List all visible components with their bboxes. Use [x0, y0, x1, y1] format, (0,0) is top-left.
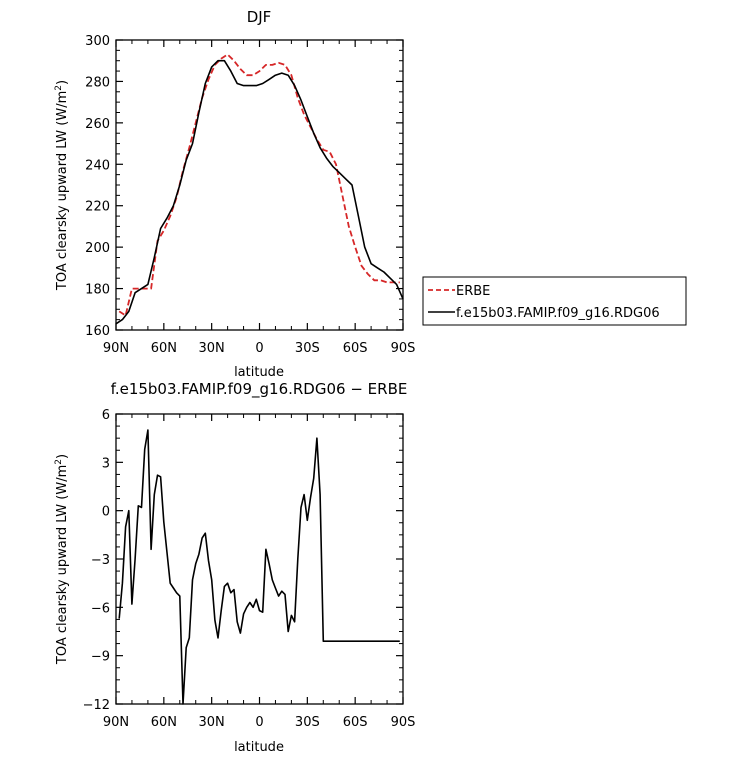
legend-box: [422, 276, 687, 326]
bottom-x-tick-label: 60S: [343, 715, 368, 730]
top-x-tick-label: 90N: [103, 341, 129, 356]
top-x-tick-label: 30N: [199, 341, 225, 356]
top-y-ticks: 160 180 200 220 240 260 280 300: [85, 34, 403, 339]
bottom-series-group: [118, 429, 400, 705]
top-chart-title: DJF: [247, 8, 272, 26]
top-x-ticks: 90N 60N 30N 0 30S 60S 90S: [103, 40, 416, 356]
bottom-x-tick-label: 0: [255, 715, 263, 730]
bottom-x-ticks: 90N 60N 30N 0 30S 60S 90S: [103, 414, 416, 730]
top-x-tick-label: 30S: [295, 341, 320, 356]
bottom-y-tick-label: −9: [91, 650, 110, 665]
top-series-line-0: [118, 53, 400, 317]
top-y-tick-label: 220: [85, 200, 110, 215]
top-y-tick-label: 280: [85, 75, 110, 90]
bottom-series-line-0: [118, 429, 400, 705]
bottom-y-tick-label: −6: [91, 601, 110, 616]
bottom-chart-title: f.e15b03.FAMIP.f09_g16.RDG06 − ERBE: [111, 380, 408, 399]
bottom-x-tick-label: 90N: [103, 715, 129, 730]
bottom-y-tick-label: 0: [102, 505, 110, 520]
top-y-tick-label: 260: [85, 117, 110, 132]
legend-label-model: f.e15b03.FAMIP.f09_g16.RDG06: [456, 306, 660, 321]
top-x-axis-label: latitude: [234, 365, 284, 380]
top-panel: DJF 160 180 200 220 240 260 280 300 90N 60N 30N 0 3…: [54, 8, 687, 380]
bottom-x-tick-label: 30N: [199, 715, 225, 730]
bottom-panel: f.e15b03.FAMIP.f09_g16.RDG06 − ERBE −12−…: [54, 380, 415, 755]
top-x-tick-label: 0: [255, 341, 263, 356]
bottom-x-axis-label: latitude: [234, 740, 284, 755]
bottom-y-tick-label: 6: [102, 408, 110, 423]
top-y-tick-label: 200: [85, 241, 110, 256]
bottom-y-tick-label: −12: [83, 698, 110, 713]
top-plot-frame: [115, 39, 404, 331]
top-series-line-1: [115, 59, 404, 325]
bottom-y-axis-label: TOA clearsky upward LW (W/m2): [54, 454, 70, 665]
bottom-x-tick-label: 60N: [151, 715, 177, 730]
bottom-plot-frame: [115, 413, 404, 705]
top-y-tick-label: 180: [85, 283, 110, 298]
top-series-group: [115, 53, 404, 325]
legend-label-erbe: ERBE: [456, 284, 490, 299]
bottom-y-tick-label: 3: [102, 456, 110, 471]
top-legend: ERBE f.e15b03.FAMIP.f09_g16.RDG06: [422, 276, 687, 326]
top-x-tick-label: 90S: [391, 341, 416, 356]
top-y-tick-label: 240: [85, 158, 110, 173]
top-x-tick-label: 60N: [151, 341, 177, 356]
top-x-tick-label: 60S: [343, 341, 368, 356]
bottom-x-tick-label: 90S: [391, 715, 416, 730]
bottom-y-tick-label: −3: [91, 553, 110, 568]
top-y-tick-label: 300: [85, 34, 110, 49]
bottom-x-tick-label: 30S: [295, 715, 320, 730]
top-y-tick-label: 160: [85, 324, 110, 339]
bottom-y-ticks: −12 −9 −6 −3 0 3 6: [83, 408, 403, 713]
top-y-axis-label: TOA clearsky upward LW (W/m2): [54, 80, 70, 291]
